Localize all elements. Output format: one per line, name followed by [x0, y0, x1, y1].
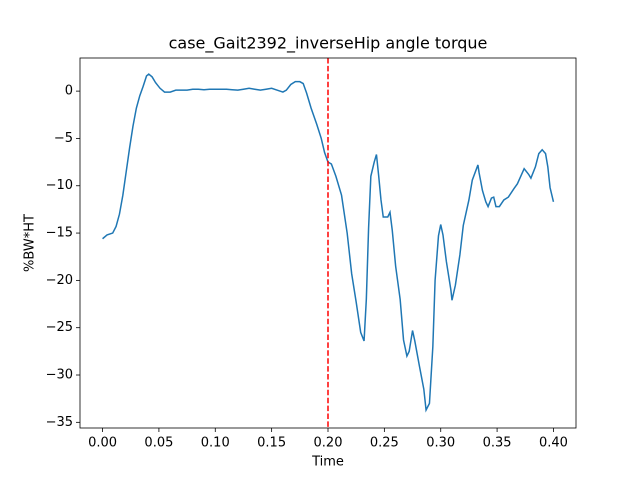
- y-tick-label: −35: [46, 415, 73, 430]
- y-tick-label: −30: [46, 368, 73, 383]
- x-tick-label: 0.10: [201, 436, 230, 451]
- y-tick-label: 0: [65, 84, 73, 99]
- y-tick-label: −25: [46, 320, 73, 335]
- y-tick-label: −15: [46, 226, 73, 241]
- x-tick-label: 0.40: [539, 436, 568, 451]
- x-tick-label: 0.05: [144, 436, 173, 451]
- y-tick-label: −10: [46, 178, 73, 193]
- x-axis-label: Time: [311, 455, 344, 470]
- y-tick-label: −5: [54, 131, 73, 146]
- x-tick-label: 0.00: [88, 436, 117, 451]
- plot-frame: [79, 57, 577, 429]
- x-tick-label: 0.15: [257, 436, 286, 451]
- x-tick-label: 0.35: [483, 436, 512, 451]
- y-tick-label: −20: [46, 273, 73, 288]
- x-tick-label: 0.30: [426, 436, 455, 451]
- chart-title: case_Gait2392_inverseHip angle torque: [169, 34, 488, 54]
- x-tick-label: 0.25: [370, 436, 399, 451]
- x-tick-label: 0.20: [314, 436, 343, 451]
- data-line: [102, 73, 555, 413]
- y-axis-label: %BW*HT: [23, 214, 38, 272]
